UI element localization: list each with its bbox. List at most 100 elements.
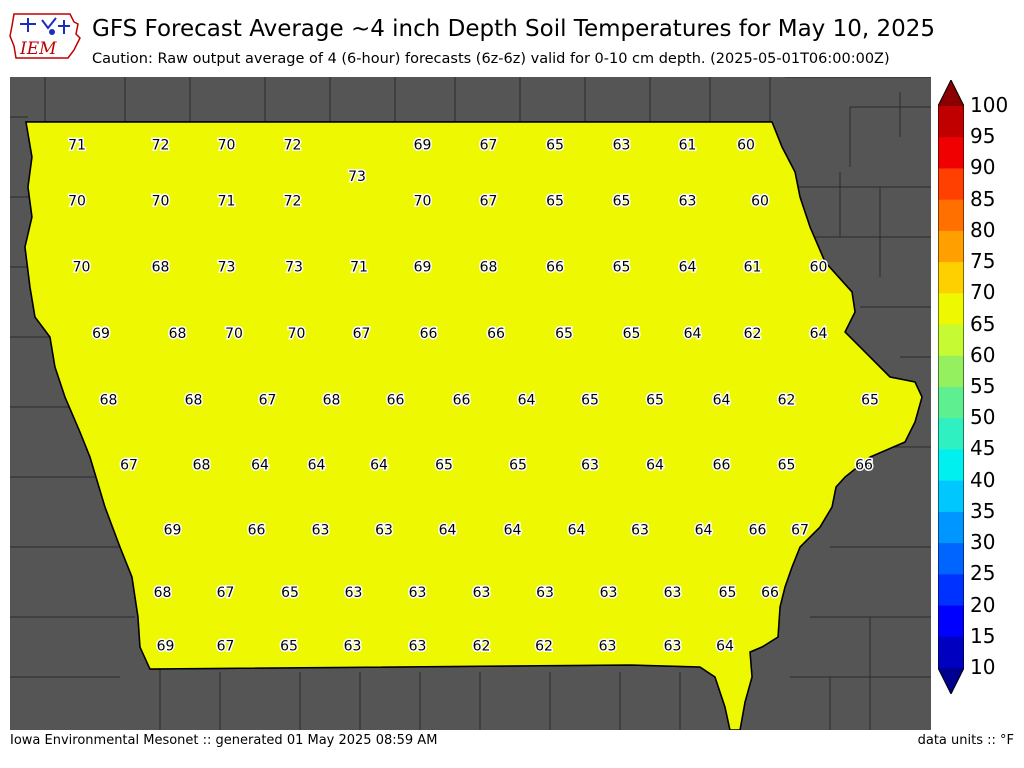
county-value-label: 63 <box>375 523 393 539</box>
county-value-label: 70 <box>225 326 243 342</box>
county-value-label: 66 <box>453 393 471 409</box>
county-value-label: 64 <box>439 523 457 539</box>
county-value-label: 62 <box>473 639 491 655</box>
county-value-label: 67 <box>480 138 498 154</box>
county-value-label: 65 <box>646 393 664 409</box>
county-value-label: 64 <box>716 639 734 655</box>
county-value-label: 72 <box>152 138 170 154</box>
colorbar-bin <box>938 480 964 513</box>
county-value-label: 67 <box>217 585 235 601</box>
county-value-label: 63 <box>536 585 554 601</box>
county-value-label: 67 <box>120 458 138 474</box>
colorbar-bin <box>938 168 964 201</box>
colorbar-bin <box>938 106 964 138</box>
colorbar-bin <box>938 605 964 638</box>
county-value-label: 65 <box>435 458 453 474</box>
colorbar-bin <box>938 511 964 544</box>
footer-credit: Iowa Environmental Mesonet :: generated … <box>10 733 438 748</box>
county-value-label: 63 <box>679 194 697 210</box>
colorbar-bin <box>938 262 964 294</box>
county-value-label: 68 <box>480 260 498 276</box>
county-value-label: 63 <box>345 585 363 601</box>
colorbar-tick-label: 95 <box>970 124 996 149</box>
county-value-label: 63 <box>664 585 682 601</box>
county-value-label: 66 <box>761 585 779 601</box>
colorbar-bin <box>938 574 964 607</box>
county-value-label: 65 <box>555 326 573 342</box>
county-value-label: 65 <box>509 458 527 474</box>
county-value-label: 63 <box>664 639 682 655</box>
colorbar-tick-label: 55 <box>970 374 996 398</box>
colorbar-bin <box>938 230 964 263</box>
county-value-label: 68 <box>323 393 341 409</box>
county-value-label: 62 <box>778 393 796 409</box>
county-value-label: 70 <box>414 194 432 210</box>
county-value-label: 60 <box>737 138 755 154</box>
county-value-label: 63 <box>409 585 427 601</box>
county-value-label: 66 <box>387 393 405 409</box>
colorbar-tick-label: 65 <box>970 311 996 336</box>
county-value-label: 68 <box>185 393 203 409</box>
neighbor-county-lines <box>10 77 931 730</box>
county-value-label: 73 <box>218 260 236 276</box>
county-value-label: 63 <box>473 585 491 601</box>
county-value-label: 70 <box>152 194 170 210</box>
county-value-label: 66 <box>248 523 266 539</box>
county-value-label: 65 <box>581 393 599 409</box>
county-value-label: 64 <box>679 260 697 276</box>
county-value-label: 66 <box>420 326 438 342</box>
county-value-label: 64 <box>518 393 536 409</box>
county-value-label: 70 <box>218 138 236 154</box>
iowa-soil-temperature-map: 71 72 70 72 69 67 65 63 61 60 70 70 71 72 70 67 65 65 63 60… <box>10 77 931 730</box>
county-value-label: 64 <box>568 523 586 539</box>
county-value-label: 62 <box>535 639 553 655</box>
county-value-label: 66 <box>749 523 767 539</box>
county-value-label: 64 <box>810 326 828 342</box>
county-value-label: 66 <box>487 326 505 342</box>
colorbar-bin <box>938 199 964 232</box>
county-value-label: 66 <box>713 458 731 474</box>
county-value-label: 72 <box>284 138 302 154</box>
county-value-label: 69 <box>414 260 432 276</box>
colorbar-bin <box>938 449 964 482</box>
colorbar-tick-label: 75 <box>970 249 996 274</box>
county-value-label: 64 <box>646 458 664 474</box>
map-subtitle: Caution: Raw output average of 4 (6-hour… <box>92 51 890 67</box>
colorbar-tick-label: 70 <box>970 280 996 305</box>
colorbar-bin <box>938 543 964 575</box>
colorbar-tick-label: 100 <box>970 93 1009 117</box>
county-value-labels: 71 72 70 72 69 67 65 63 61 60 70 70 71 72 70 67 65 65 63 60… <box>67 136 881 656</box>
county-value-label: 60 <box>810 260 828 276</box>
county-value-label: 64 <box>370 458 388 474</box>
county-value-label: 70 <box>73 260 91 276</box>
logo-text: IEM <box>19 39 57 59</box>
colorbar-max-arrow <box>938 80 964 106</box>
colorbar <box>938 80 964 694</box>
colorbar-min-arrow <box>938 668 964 694</box>
colorbar-bin <box>938 324 964 357</box>
colorbar-bin <box>938 387 964 419</box>
county-value-label: 65 <box>778 458 796 474</box>
county-value-label: 64 <box>713 393 731 409</box>
colorbar-tick-label: 10 <box>970 655 996 679</box>
county-value-label: 65 <box>546 138 564 154</box>
county-value-label: 68 <box>193 458 211 474</box>
colorbar-tick-label: 25 <box>970 561 996 586</box>
colorbar-bin <box>938 293 964 326</box>
county-value-label: 65 <box>280 639 298 655</box>
county-value-label: 71 <box>218 194 236 210</box>
county-value-label: 71 <box>68 138 86 154</box>
county-value-label: 62 <box>744 326 762 342</box>
colorbar-bin <box>938 418 964 450</box>
county-value-label: 63 <box>600 585 618 601</box>
county-value-label: 67 <box>353 326 371 342</box>
iem-logo: IEM <box>8 6 84 64</box>
county-value-label: 65 <box>623 326 641 342</box>
county-value-label: 67 <box>480 194 498 210</box>
colorbar-bin <box>938 636 964 669</box>
colorbar-tick-label: 85 <box>970 186 996 211</box>
county-value-label: 65 <box>719 585 737 601</box>
county-value-label: 63 <box>409 639 427 655</box>
colorbar-tick-label: 35 <box>970 498 996 523</box>
county-value-label: 63 <box>312 523 330 539</box>
